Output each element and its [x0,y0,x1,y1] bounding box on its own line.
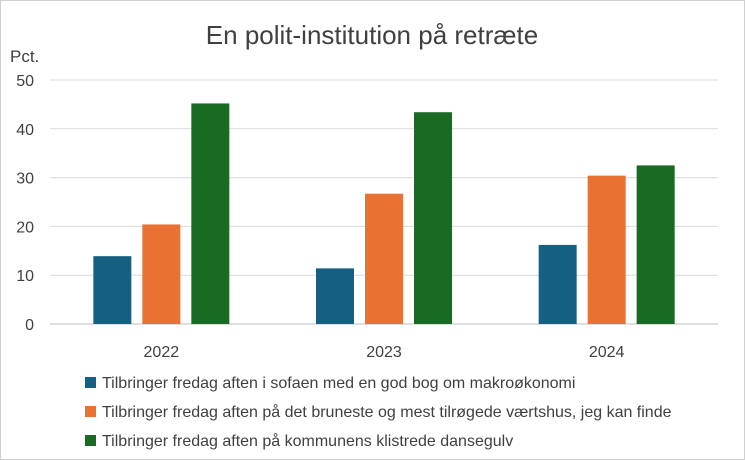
bar-2022-series-3 [191,103,230,324]
legend-swatch [85,377,96,388]
y-tick-label: 0 [25,317,34,334]
bar-2024-series-2 [587,175,626,324]
bar-2024-series-3 [636,165,675,324]
legend-swatch [85,406,96,417]
legend-swatch [85,435,96,446]
y-tick-label: 20 [16,219,34,236]
legend-label: Tilbringer fredag aften på kommunens kli… [102,432,513,450]
x-tick-label: 2024 [589,344,625,361]
x-tick-label: 2022 [144,344,180,361]
bars [93,103,675,324]
bar-2023-series-2 [365,193,403,324]
x-tick-label: 2023 [366,344,402,361]
bar-2023-series-3 [414,112,452,324]
bar-2022-series-1 [93,256,132,324]
y-tick-labels: 0 10 20 30 40 50 [16,73,34,334]
legend: Tilbringer fredag aften i sofaen med en … [85,375,672,450]
chart-title: En polit-institution på retræte [206,20,538,50]
x-tick-labels: 2022 2023 2024 [144,344,625,361]
bar-2024-series-1 [538,244,577,324]
legend-label: Tilbringer fredag aften på det bruneste … [102,403,672,421]
y-tick-label: 30 [16,171,34,188]
bar-2023-series-1 [316,268,354,324]
legend-label: Tilbringer fredag aften i sofaen med en … [102,375,575,392]
bar-2022-series-2 [142,224,181,324]
y-tick-label: 10 [16,268,34,285]
y-tick-label: 50 [16,73,34,90]
y-axis-label: Pct. [10,47,39,66]
y-tick-label: 40 [16,122,34,139]
